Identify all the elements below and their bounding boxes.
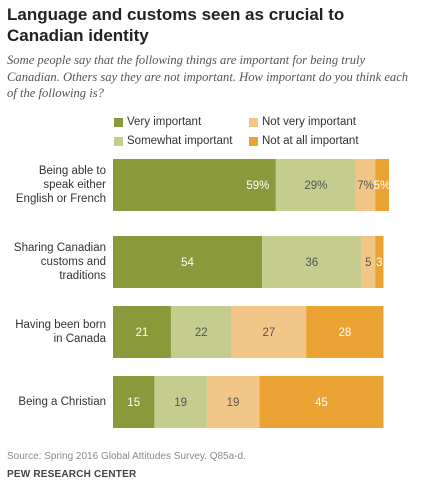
bar-not-very-important [206, 376, 260, 428]
bar-not-at-all-important [306, 306, 384, 358]
data-label: 7% [357, 180, 374, 192]
data-label: 15 [127, 397, 140, 409]
category-label-line: Having been born [15, 319, 106, 331]
bar-not-at-all-important [375, 159, 389, 211]
category-label: Being able to speak either English or Fren… [0, 164, 106, 206]
chart-title: Language and customs seen as crucial to … [7, 5, 345, 45]
data-label: 28 [338, 327, 351, 339]
organization-name: PEW RESEARCH CENTER [7, 469, 137, 480]
bar-very-important [113, 376, 155, 428]
category-label: Being a Christian [0, 395, 106, 409]
bar-somewhat-important [262, 236, 362, 288]
bar-not-very-important [361, 236, 376, 288]
bar-not-at-all-important [375, 236, 384, 288]
category-label-line: Being able to [38, 165, 106, 177]
data-label: 36 [305, 257, 318, 269]
data-label: 27 [263, 327, 276, 339]
data-label: 3 [376, 257, 382, 269]
category-label-line: Being a Christian [18, 396, 106, 408]
category-label-line: in Canada [53, 333, 106, 345]
bar-very-important [113, 306, 171, 358]
data-label: 19 [174, 397, 187, 409]
chart-subtitle: Some people say that the following thing… [7, 53, 409, 100]
bar-somewhat-important [275, 159, 356, 211]
data-label: 5 [365, 257, 371, 269]
bar-somewhat-important [170, 306, 232, 358]
bar-not-at-all-important [259, 376, 384, 428]
bar-not-very-important [231, 306, 307, 358]
category-label-line: customs and [40, 256, 106, 268]
data-label: 22 [195, 327, 208, 339]
category-label-line: Sharing Canadian [13, 242, 106, 254]
data-label: 59% [246, 180, 269, 192]
bar-very-important [113, 159, 276, 211]
category-label-line: speak either [43, 179, 106, 191]
bar-somewhat-important [154, 376, 207, 428]
data-label: 21 [136, 327, 149, 339]
data-label: 45 [315, 397, 328, 409]
category-label-line: English or French [15, 193, 106, 205]
category-label: Having been born in Canada [0, 318, 106, 346]
data-label: 5% [374, 180, 391, 192]
source-note: Source: Spring 2016 Global Attitudes Sur… [7, 451, 246, 462]
category-label: Sharing Canadian customs and traditions [0, 241, 106, 283]
data-label: 19 [227, 397, 240, 409]
data-label: 29% [304, 180, 327, 192]
bar-very-important [113, 236, 263, 288]
category-label-line: traditions [59, 270, 106, 282]
data-label: 54 [181, 257, 194, 269]
bar-not-very-important [355, 159, 376, 211]
